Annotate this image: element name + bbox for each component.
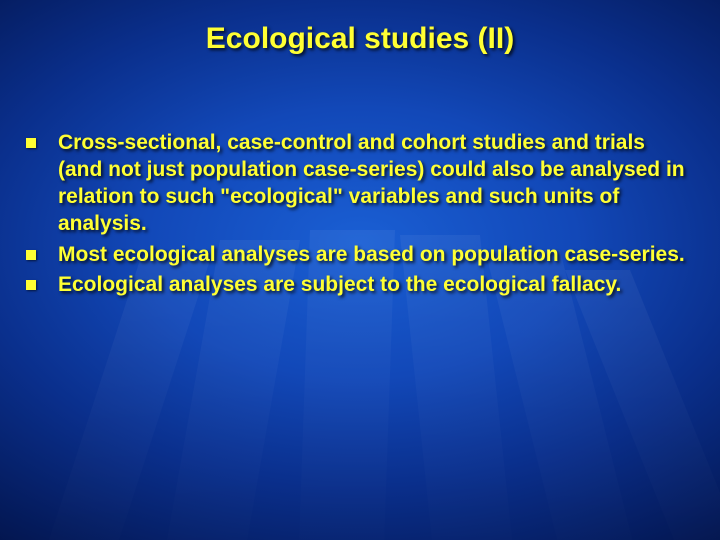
bullet-text: Most ecological analyses are based on po… bbox=[58, 242, 694, 269]
square-bullet-icon bbox=[26, 280, 36, 290]
bullet-item: Ecological analyses are subject to the e… bbox=[26, 272, 694, 299]
square-bullet-icon bbox=[26, 138, 36, 148]
bullet-text: Ecological analyses are subject to the e… bbox=[58, 272, 694, 299]
bullet-text: Cross-sectional, case-control and cohort… bbox=[58, 130, 694, 238]
slide-title: Ecological studies (II) bbox=[0, 22, 720, 56]
slide-body: Cross-sectional, case-control and cohort… bbox=[26, 130, 694, 303]
bullet-item: Most ecological analyses are based on po… bbox=[26, 242, 694, 269]
square-bullet-icon bbox=[26, 250, 36, 260]
bullet-item: Cross-sectional, case-control and cohort… bbox=[26, 130, 694, 238]
